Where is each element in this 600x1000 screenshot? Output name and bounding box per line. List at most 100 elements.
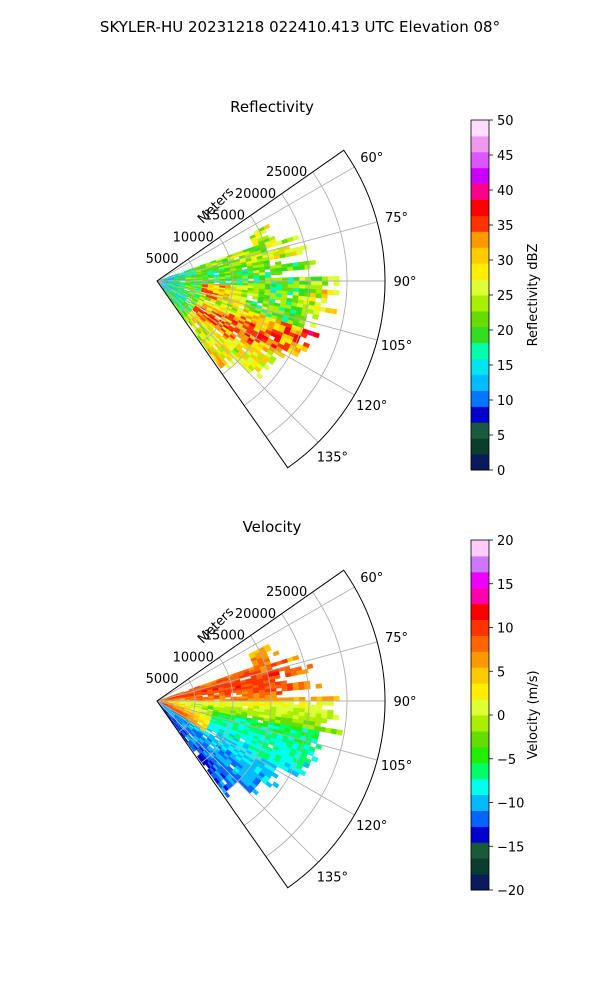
echo-cell: [246, 712, 254, 717]
echo-cell: [319, 726, 327, 733]
colorbar-segment: [471, 438, 489, 455]
colorbar-segment: [471, 151, 489, 169]
echo-cell: [190, 698, 198, 701]
echo-cell: [230, 696, 237, 700]
echo-cell: [322, 696, 329, 702]
echo-cell: [270, 700, 277, 705]
azimuth-tick-label: 75°: [385, 211, 408, 226]
echo-cell: [315, 709, 323, 715]
colorbar-tick-label: 45: [497, 149, 514, 164]
echo-cell: [270, 283, 277, 288]
echo-cell: [253, 695, 260, 699]
echo-cell: [333, 696, 340, 702]
echo-cell: [310, 276, 317, 282]
radial-tick-label: 20000: [235, 607, 276, 622]
colorbar-segment: [471, 555, 489, 573]
range-ring: [265, 591, 348, 858]
echo-cell: [311, 313, 319, 320]
echo-cell: [310, 704, 317, 710]
echo-cell: [276, 690, 283, 695]
colorbar-tick-label: 15: [497, 359, 514, 374]
echo-cell: [332, 714, 340, 721]
echo-cell: [281, 267, 288, 272]
colorbar-tick-label: 20: [497, 324, 514, 339]
echo-cell: [293, 280, 300, 285]
echo-cell: [332, 290, 340, 296]
radial-tick-label: 25000: [266, 165, 307, 180]
azimuth-tick-label: 135°: [317, 870, 348, 885]
echo-cell: [190, 745, 196, 753]
echo-cell: [287, 704, 294, 709]
echo-cell: [298, 708, 306, 713]
echo-cell: [287, 700, 295, 705]
colorbar-tick-label: 0: [497, 464, 505, 479]
echo-cell: [253, 275, 260, 279]
colorbar-segment: [471, 746, 489, 764]
radial-tick-label: 25000: [266, 585, 307, 600]
echo-cell: [316, 696, 323, 702]
colorbar-segment: [471, 826, 489, 843]
colorbar: 0 5 10 15 20 25 30 35 40 45 50 Reflectivity dBZ: [470, 114, 541, 479]
echo-cell: [236, 276, 243, 280]
echo-cell: [327, 276, 334, 282]
colorbar-segment: [471, 406, 489, 423]
echo-cell: [287, 284, 294, 289]
echo-cell: [291, 770, 300, 778]
echo-cell: [259, 695, 266, 699]
echo-cell: [322, 700, 329, 706]
echo-cell: [270, 280, 277, 285]
echo-cell: [324, 727, 332, 734]
colorbar-segment: [471, 263, 489, 280]
echo-cell: [263, 223, 271, 230]
echo-cell: [326, 714, 334, 720]
colorbar-segment: [471, 279, 489, 296]
echo-cell: [242, 703, 249, 706]
echo-cell: [276, 270, 283, 275]
echo-cell: [291, 350, 300, 358]
colorbar-tick-label: −20: [497, 884, 524, 899]
echo-cell: [264, 283, 272, 288]
azimuth-gridline: [156, 641, 378, 702]
echo-cell: [282, 700, 289, 705]
range-ring: [243, 613, 310, 826]
echo-cell: [321, 289, 328, 295]
colorbar-segment: [471, 715, 489, 732]
radial-tick-label: 10000: [173, 650, 214, 665]
echo-cell: [270, 691, 277, 696]
echo-cell: [255, 372, 264, 380]
colorbar-tick-label: −15: [497, 840, 524, 855]
colorbar-tick-label: 15: [497, 578, 514, 593]
echo-cell: [310, 708, 317, 714]
echo-cell: [242, 696, 249, 699]
echo-cell: [267, 358, 275, 366]
azimuth-tick-label: 105°: [381, 339, 412, 354]
colorbar-segment: [471, 619, 489, 636]
echo-cell: [304, 704, 312, 710]
colorbar-segment: [471, 199, 489, 216]
echo-cell: [304, 280, 312, 286]
echo-cell: [293, 277, 300, 282]
radial-tick-label: 20000: [235, 187, 276, 202]
azimuth-gridline: [156, 586, 355, 702]
echo-cell: [236, 691, 243, 695]
azimuth-gridline: [156, 280, 355, 396]
colorbar-label: Reflectivity dBZ: [526, 244, 541, 347]
echo-cell: [230, 276, 237, 280]
colorbar-tick-label: 25: [497, 289, 514, 304]
echo-cell: [276, 280, 283, 285]
colorbar-segment: [471, 454, 489, 471]
echo-cell: [311, 755, 319, 763]
echo-cell: [300, 332, 308, 339]
colorbar-tick-label: 5: [497, 665, 505, 680]
echo-cell: [327, 709, 334, 716]
echo-cell: [276, 703, 283, 708]
azimuth-tick-label: 60°: [360, 571, 383, 586]
echo-cell: [282, 704, 289, 709]
echo-cell: [293, 697, 300, 702]
echo-cell: [287, 697, 295, 702]
radial-tick-label: 5000: [146, 672, 179, 687]
colorbar-tick-label: 10: [497, 622, 514, 637]
colorbar-segment: [471, 667, 489, 684]
echo-cell: [315, 289, 323, 295]
echo-cell: [217, 362, 224, 369]
